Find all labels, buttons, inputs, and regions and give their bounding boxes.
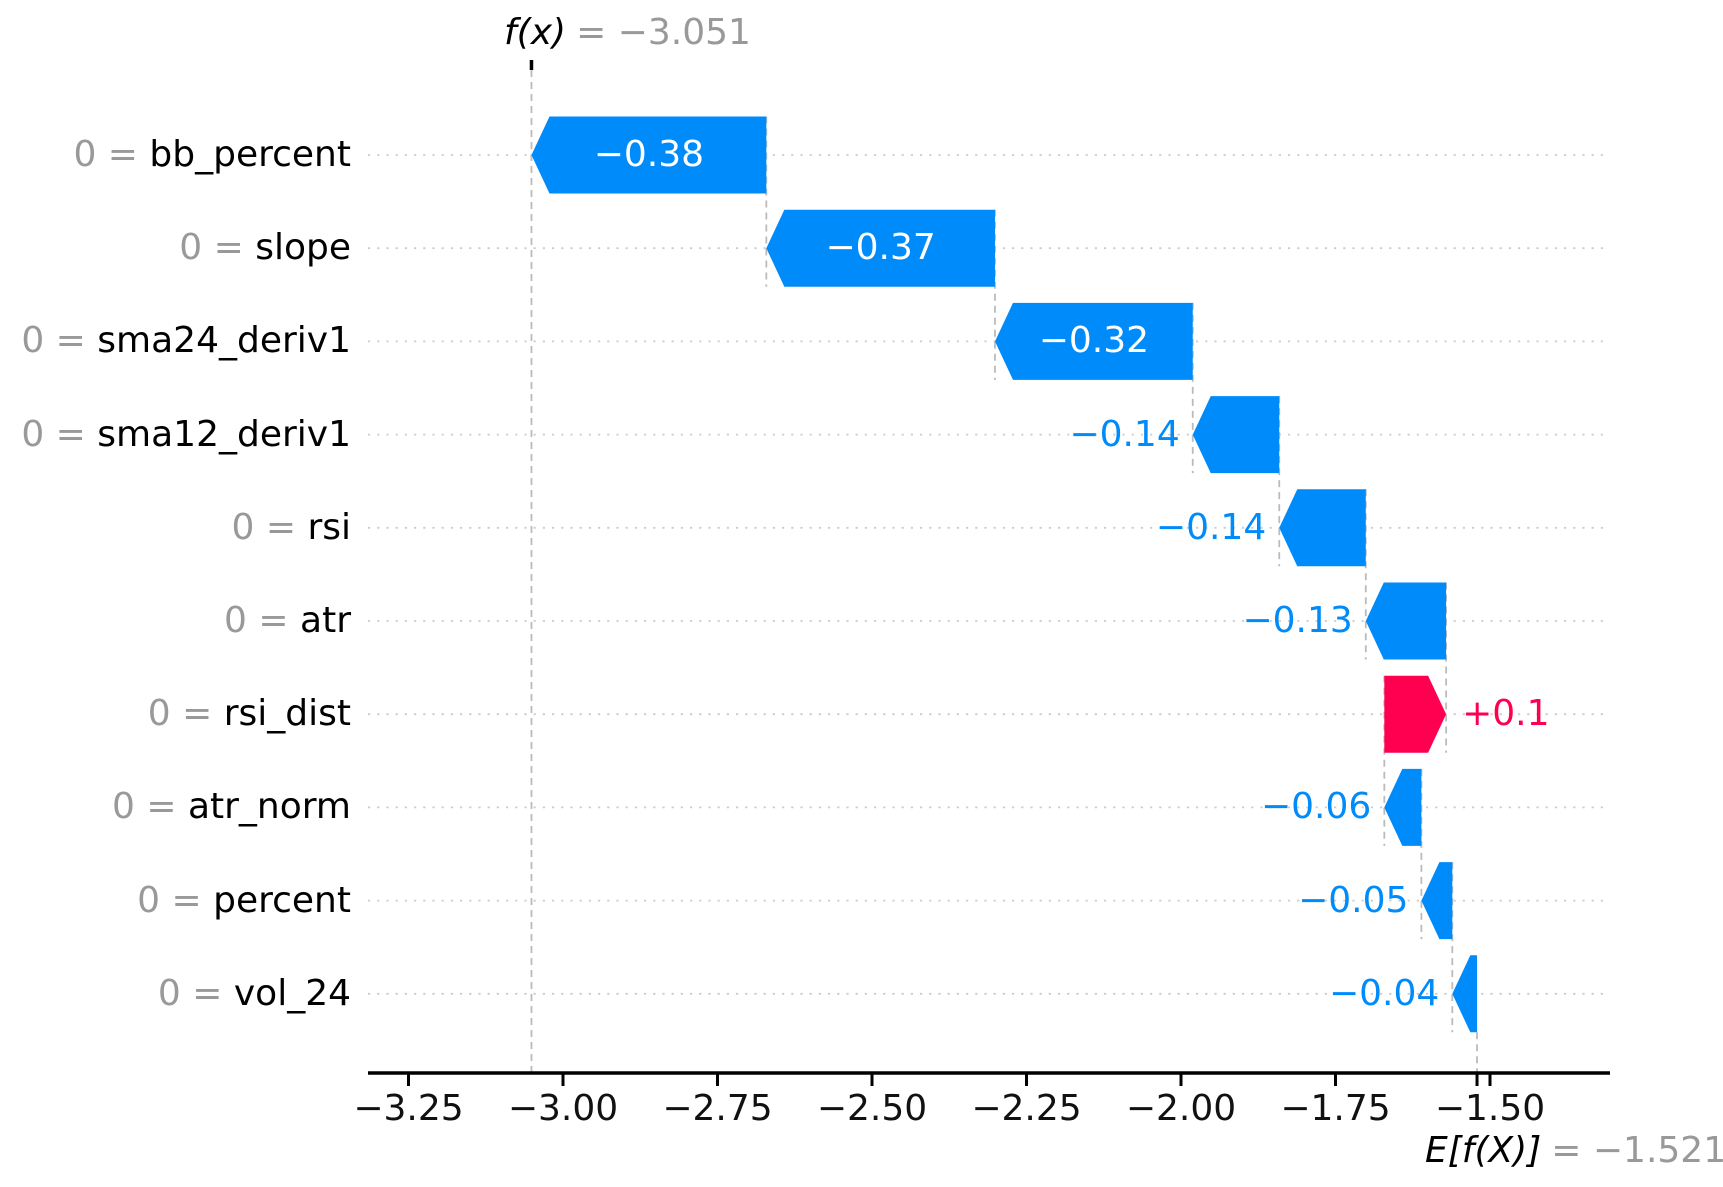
x-axis-tick-label: −2.00 <box>1125 1088 1237 1129</box>
feature-label: 0 = slope <box>0 223 351 273</box>
feature-label: 0 = sma24_deriv1 <box>0 316 351 366</box>
x-axis-layer <box>368 60 1610 1086</box>
negative-contribution-bar <box>1452 955 1478 1033</box>
feature-value-part: 0 = <box>147 693 224 735</box>
feature-name-part: vol_24 <box>233 972 351 1014</box>
feature-label: 0 = atr_norm <box>0 782 351 832</box>
feature-label: 0 = rsi <box>0 503 351 553</box>
feature-label: 0 = bb_percent <box>0 130 351 180</box>
feature-name-part: rsi <box>307 506 351 548</box>
negative-contribution-bar <box>1384 768 1422 846</box>
feature-label: 0 = percent <box>0 876 351 926</box>
bar-value-label: +0.1 <box>1462 693 1550 735</box>
feature-name-part: slope <box>255 227 351 269</box>
expected-value-number: = −1.521 <box>1551 1130 1723 1171</box>
feature-label: 0 = rsi_dist <box>0 689 351 739</box>
expected-value-label: E[f(X)] = −1.521 <box>1425 1126 1723 1176</box>
negative-contribution-bar <box>1192 396 1280 474</box>
x-axis-tick-label: −3.25 <box>353 1088 464 1129</box>
bar-value-label: −0.14 <box>1069 413 1180 455</box>
fx-title: f(x) = −3.051 <box>504 8 751 58</box>
fx-title-value: = −3.051 <box>576 12 751 53</box>
x-axis-tick-label: −1.50 <box>1434 1088 1546 1129</box>
bar-value-label: −0.04 <box>1328 972 1440 1014</box>
negative-contribution-bar <box>531 116 767 194</box>
feature-value-part: 0 = <box>73 134 150 175</box>
negative-contribution-bar <box>994 302 1193 380</box>
feature-value-part: 0 = <box>21 320 98 362</box>
feature-name-part: atr <box>300 600 351 641</box>
bar-value-label: −0.13 <box>1242 600 1353 641</box>
feature-name-part: percent <box>213 879 351 921</box>
feature-name-part: sma12_deriv1 <box>97 413 351 455</box>
feature-value-part: 0 = <box>224 600 301 641</box>
feature-value-part: 0 = <box>21 413 98 455</box>
bar-value-label: −0.37 <box>825 227 936 269</box>
bar-value-label: −0.14 <box>1155 506 1267 548</box>
bar-value-label: −0.05 <box>1298 879 1409 921</box>
x-axis-tick-label: −2.25 <box>971 1088 1082 1129</box>
bars-layer <box>531 116 1478 1033</box>
feature-label: 0 = vol_24 <box>0 969 351 1019</box>
feature-value-part: 0 = <box>179 227 256 269</box>
negative-contribution-bar <box>1279 489 1366 567</box>
fx-title-function: f(x) <box>504 12 567 53</box>
negative-contribution-bar <box>1421 862 1453 940</box>
x-axis-tick-label: −2.75 <box>662 1088 773 1129</box>
x-axis-tick-label: −2.50 <box>816 1088 928 1129</box>
feature-value-part: 0 = <box>137 879 214 921</box>
feature-value-part: 0 = <box>231 506 308 548</box>
feature-name-part: atr_norm <box>187 786 351 828</box>
feature-value-part: 0 = <box>111 786 188 828</box>
feature-label: 0 = atr <box>0 596 351 646</box>
bar-value-label: −0.32 <box>1038 320 1150 362</box>
feature-label: 0 = sma12_deriv1 <box>0 410 351 460</box>
positive-contribution-bar <box>1384 675 1447 753</box>
negative-contribution-bar <box>1365 582 1447 660</box>
bar-value-label: −0.38 <box>593 134 705 175</box>
expected-value-function: E[f(X)] <box>1425 1130 1542 1171</box>
feature-value-part: 0 = <box>157 972 234 1014</box>
x-axis-tick-label: −1.75 <box>1280 1088 1391 1129</box>
bar-value-label: −0.06 <box>1260 786 1372 828</box>
feature-name-part: rsi_dist <box>223 693 351 735</box>
feature-name-part: sma24_deriv1 <box>97 320 351 362</box>
negative-contribution-bar <box>766 209 995 287</box>
x-axis-tick-label: −3.00 <box>507 1088 619 1129</box>
feature-name-part: bb_percent <box>149 134 351 175</box>
